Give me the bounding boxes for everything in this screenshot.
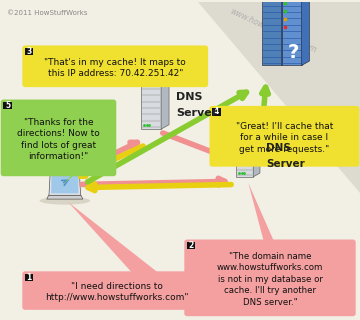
Text: "I need directions to
http://www.howstuffworks.com": "I need directions to http://www.howstuf… bbox=[45, 282, 189, 302]
Polygon shape bbox=[51, 169, 78, 193]
Text: www.howstuffworks.com: www.howstuffworks.com bbox=[229, 6, 318, 54]
Polygon shape bbox=[262, 0, 282, 66]
Text: "The domain name
www.howstuffworks.com
is not in my database or
cache. I'll try : "The domain name www.howstuffworks.com i… bbox=[217, 252, 323, 307]
FancyBboxPatch shape bbox=[25, 274, 33, 281]
FancyBboxPatch shape bbox=[212, 108, 221, 116]
FancyBboxPatch shape bbox=[184, 239, 356, 316]
Text: 4: 4 bbox=[214, 108, 219, 116]
FancyBboxPatch shape bbox=[210, 106, 359, 167]
Polygon shape bbox=[253, 124, 260, 177]
Polygon shape bbox=[237, 128, 253, 177]
Text: "Great! I'll cache that
for a while in case I
get more requests.": "Great! I'll cache that for a while in c… bbox=[236, 122, 333, 154]
Text: DNS: DNS bbox=[176, 92, 203, 102]
Text: 1: 1 bbox=[27, 273, 32, 282]
Polygon shape bbox=[282, 0, 289, 66]
Text: ©2011 HowStuffWorks: ©2011 HowStuffWorks bbox=[7, 10, 88, 16]
Polygon shape bbox=[61, 133, 111, 186]
Text: Server: Server bbox=[176, 108, 218, 118]
Polygon shape bbox=[68, 202, 163, 276]
FancyBboxPatch shape bbox=[22, 45, 208, 87]
Polygon shape bbox=[237, 124, 260, 128]
Polygon shape bbox=[141, 72, 161, 129]
Polygon shape bbox=[216, 132, 248, 162]
Polygon shape bbox=[248, 183, 275, 244]
Polygon shape bbox=[141, 68, 169, 72]
Text: "Thanks for the
directions! Now to
find lots of great
information!": "Thanks for the directions! Now to find … bbox=[17, 118, 100, 161]
Text: ?: ? bbox=[288, 44, 299, 62]
Polygon shape bbox=[110, 72, 151, 82]
Polygon shape bbox=[302, 0, 310, 66]
Polygon shape bbox=[49, 167, 81, 195]
Text: Server: Server bbox=[266, 159, 305, 169]
Text: DNS: DNS bbox=[266, 143, 291, 153]
Text: 5: 5 bbox=[5, 101, 10, 110]
Text: 2: 2 bbox=[189, 241, 194, 250]
Polygon shape bbox=[161, 68, 169, 129]
FancyBboxPatch shape bbox=[22, 271, 212, 310]
FancyBboxPatch shape bbox=[1, 100, 116, 176]
Text: "That's in my cache! It maps to
this IP address: 70.42.251.42": "That's in my cache! It maps to this IP … bbox=[44, 58, 186, 78]
Ellipse shape bbox=[40, 197, 90, 205]
FancyBboxPatch shape bbox=[187, 242, 195, 249]
FancyBboxPatch shape bbox=[3, 102, 12, 109]
Text: 3: 3 bbox=[27, 47, 32, 56]
Polygon shape bbox=[47, 195, 83, 199]
Polygon shape bbox=[198, 2, 360, 193]
FancyBboxPatch shape bbox=[25, 48, 33, 55]
Polygon shape bbox=[282, 0, 302, 66]
